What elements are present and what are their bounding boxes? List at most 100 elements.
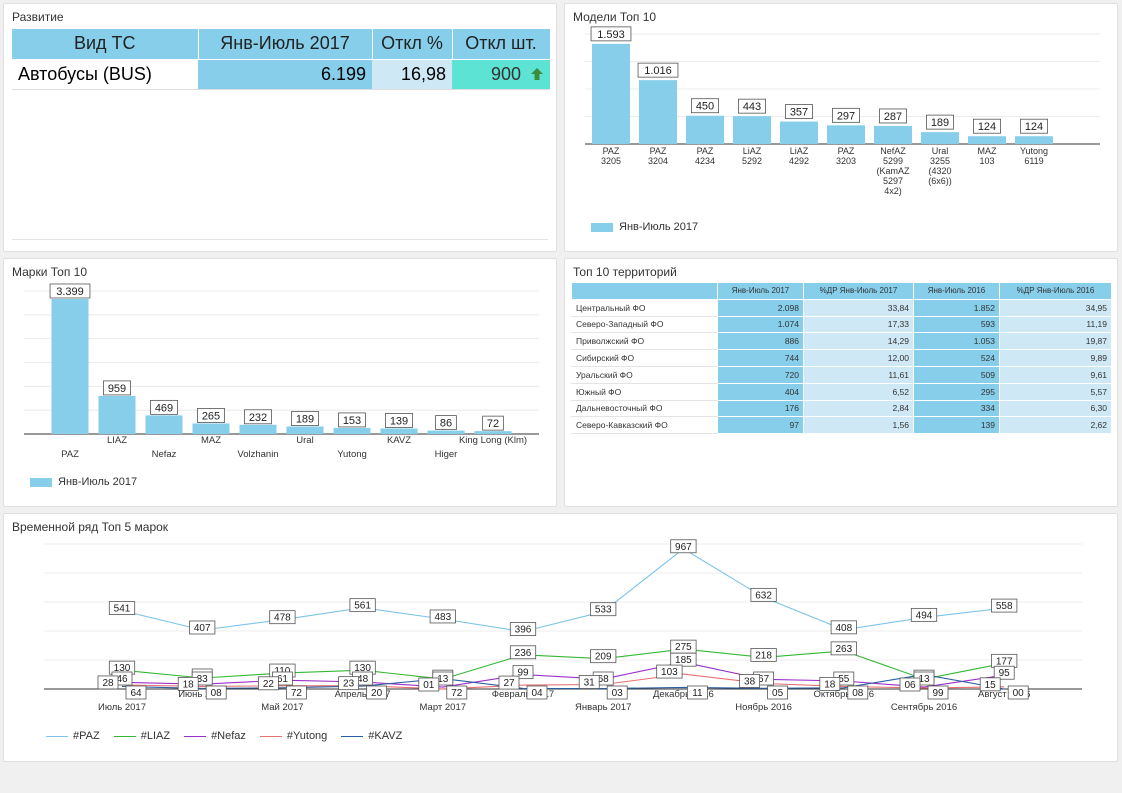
territory-value: 1.852 xyxy=(913,298,1000,317)
point-label: 407 xyxy=(194,623,211,634)
tick-label: PAZ xyxy=(650,146,667,156)
legend-label: Янв-Июль 2017 xyxy=(58,476,138,488)
brands-legend[interactable]: Янв-Июль 2017 xyxy=(30,476,137,488)
territories-panel: Топ 10 территорий Янв-Июль 2017 %ДР Янв-… xyxy=(564,258,1118,507)
point-label-box xyxy=(509,645,537,660)
data-label: 265 xyxy=(202,410,220,422)
header-vehicle-type[interactable]: Вид ТС xyxy=(12,29,199,60)
bar-yutong-6119 xyxy=(1015,136,1053,144)
territory-row[interactable]: Южный ФО 404 6,52 295 5,57 xyxy=(571,382,1112,401)
point-label: 185 xyxy=(675,655,692,666)
terr-header-1[interactable]: Янв-Июль 2017 xyxy=(717,282,804,300)
data-label-box xyxy=(785,104,813,119)
data-label-box xyxy=(879,108,907,124)
header-pct[interactable]: Откл % xyxy=(372,29,453,60)
data-label-box xyxy=(738,98,766,114)
terr-header-2[interactable]: %ДР Янв-Июль 2017 xyxy=(803,282,914,300)
header-units[interactable]: Откл шт. xyxy=(452,29,551,60)
data-label: 1.593 xyxy=(597,29,625,41)
tick-label: KAVZ xyxy=(387,435,411,446)
point-label: 177 xyxy=(996,656,1013,667)
tick-label: Июнь 2017 xyxy=(178,689,226,700)
territory-row[interactable]: Северо-Кавказский ФО 97 1,56 139 2,62 xyxy=(571,416,1112,435)
point-label: 46 xyxy=(116,674,128,685)
tick-label: Yutong xyxy=(1020,146,1048,156)
tick-label: Февраль 2017 xyxy=(492,689,554,700)
bar-paz-4234 xyxy=(686,115,724,144)
point-label-box xyxy=(269,610,296,625)
territory-value: 9,89 xyxy=(999,349,1112,367)
territory-value: 34,95 xyxy=(999,298,1112,317)
point-label-box xyxy=(687,685,708,700)
row-type[interactable]: Автобусы (BUS) xyxy=(12,59,198,90)
terr-header-0[interactable] xyxy=(571,282,718,300)
territory-row[interactable]: Приволжский ФО 886 14,29 1.053 19,87 xyxy=(571,332,1112,351)
tick-label: 5299 xyxy=(883,156,903,166)
point-label-box xyxy=(830,620,857,635)
territory-row[interactable]: Уральский ФО 720 11,61 509 9,61 xyxy=(571,365,1112,384)
point-label-box xyxy=(257,676,279,691)
point-label: 08 xyxy=(211,688,223,699)
bar-liaz xyxy=(98,395,136,434)
models-legend[interactable]: Янв-Июль 2017 xyxy=(591,221,698,233)
row-pct: 16,98 xyxy=(372,59,452,90)
territory-value: 404 xyxy=(717,382,804,401)
point-label-box xyxy=(910,607,938,622)
terr-header-3[interactable]: Янв-Июль 2016 xyxy=(913,282,1000,300)
brands-chart: 3.399 PAZ 959 LIAZ 469 Nefaz 265 MAZ 232 Volzhani… xyxy=(24,283,539,460)
data-label: 443 xyxy=(743,101,761,113)
territory-value: 6,52 xyxy=(803,382,914,401)
development-table: Вид ТС Янв-Июль 2017 Откл % Откл шт. Авт… xyxy=(12,29,551,90)
data-label-box xyxy=(197,408,225,423)
territory-row[interactable]: Дальневосточный ФО 176 2,84 334 6,30 xyxy=(571,399,1112,418)
bar-maz xyxy=(192,423,230,434)
tick-label: 4292 xyxy=(789,156,809,166)
data-label: 189 xyxy=(931,117,949,129)
legend-label: #Nefaz xyxy=(211,730,246,742)
point-label-box xyxy=(108,601,136,615)
data-label: 139 xyxy=(390,415,408,427)
terr-header-4[interactable]: %ДР Янв-Июль 2016 xyxy=(999,282,1112,300)
point-label: 632 xyxy=(755,590,772,601)
data-label: 124 xyxy=(1025,121,1043,133)
territory-value: 6,30 xyxy=(999,399,1112,418)
series-line-liaz xyxy=(121,648,1005,680)
tick-label: (KamAZ xyxy=(876,166,910,176)
tick-label: Июль 2017 xyxy=(98,702,146,713)
tick-label: PAZ xyxy=(61,449,79,460)
point-label: 08 xyxy=(852,688,864,699)
models-title: Модели Топ 10 xyxy=(573,10,657,24)
tick-label: Yutong xyxy=(337,449,367,460)
tick-label: Volzhanin xyxy=(237,449,278,460)
data-label-box xyxy=(926,114,954,130)
bar-kavz xyxy=(380,428,418,434)
legend-item-nefaz[interactable]: #Nefaz xyxy=(184,730,246,742)
territory-row[interactable]: Сибирский ФО 744 12,00 524 9,89 xyxy=(571,349,1112,367)
point-label: 13 xyxy=(437,674,449,685)
territory-value: 334 xyxy=(913,399,1000,418)
bar-paz-3205 xyxy=(592,43,630,144)
territory-value: 593 xyxy=(913,315,1000,334)
point-label: 22 xyxy=(263,679,275,690)
header-period[interactable]: Янв-Июль 2017 xyxy=(198,29,373,60)
tick-label: Ural xyxy=(932,146,949,156)
tick-label: Январь 2017 xyxy=(575,702,631,713)
territory-value: 1,56 xyxy=(803,416,914,435)
point-label-box xyxy=(767,685,788,700)
legend-item-kavz[interactable]: #KAVZ xyxy=(341,730,402,742)
legend-item-paz[interactable]: #PAZ xyxy=(46,730,100,742)
point-label-box xyxy=(177,676,199,691)
territory-row[interactable]: Центральный ФО 2.098 33,84 1.852 34,95 xyxy=(571,298,1112,317)
point-label-box xyxy=(606,685,628,700)
legend-item-yutong[interactable]: #Yutong xyxy=(259,730,327,742)
point-label-box xyxy=(338,676,360,691)
territory-row[interactable]: Северо-Западный ФО 1.074 17,33 593 11,19 xyxy=(571,315,1112,334)
territory-value: 744 xyxy=(717,349,804,367)
tick-label: Ural xyxy=(296,435,313,446)
point-label: 18 xyxy=(824,679,836,690)
point-label: 64 xyxy=(130,688,142,699)
tick-label: MAZ xyxy=(978,146,998,156)
tick-label: 5297 xyxy=(883,176,903,186)
tick-label: 3255 xyxy=(930,156,950,166)
legend-item-liaz[interactable]: #LIAZ xyxy=(113,730,170,742)
